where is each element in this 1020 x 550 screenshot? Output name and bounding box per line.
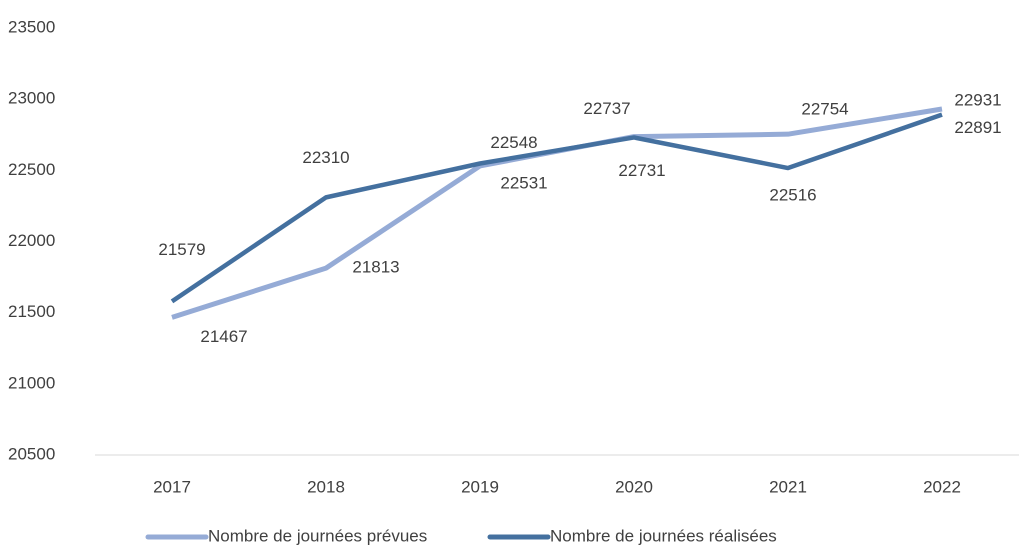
y-tick-label: 22500 bbox=[8, 160, 55, 179]
y-tick-label: 23500 bbox=[8, 17, 55, 36]
data-label: 22310 bbox=[302, 148, 349, 167]
data-label: 22891 bbox=[954, 118, 1001, 137]
y-tick-label: 21000 bbox=[8, 373, 55, 392]
data-label: 22737 bbox=[583, 99, 630, 118]
data-label: 22731 bbox=[618, 161, 665, 180]
y-tick-label: 22000 bbox=[8, 231, 55, 250]
y-tick-label: 21500 bbox=[8, 302, 55, 321]
data-label: 22931 bbox=[954, 90, 1001, 109]
series-line bbox=[171, 106, 943, 320]
x-tick-label: 2017 bbox=[153, 477, 191, 496]
y-tick-label: 20500 bbox=[8, 444, 55, 463]
x-tick-label: 2022 bbox=[923, 477, 961, 496]
data-label: 22754 bbox=[801, 100, 848, 119]
legend-label: Nombre de journées prévues bbox=[208, 526, 427, 545]
legend-label: Nombre de journées réalisées bbox=[550, 526, 777, 545]
data-label: 22548 bbox=[490, 133, 537, 152]
series-line bbox=[170, 112, 943, 304]
data-label: 21467 bbox=[200, 327, 247, 346]
x-tick-label: 2021 bbox=[769, 477, 807, 496]
data-label: 22531 bbox=[500, 173, 547, 192]
y-tick-label: 23000 bbox=[8, 89, 55, 108]
data-label: 21813 bbox=[352, 258, 399, 277]
x-tick-label: 2019 bbox=[461, 477, 499, 496]
data-label: 21579 bbox=[158, 240, 205, 259]
x-tick-label: 2018 bbox=[307, 477, 345, 496]
data-label: 22516 bbox=[769, 186, 816, 205]
x-tick-label: 2020 bbox=[615, 477, 653, 496]
